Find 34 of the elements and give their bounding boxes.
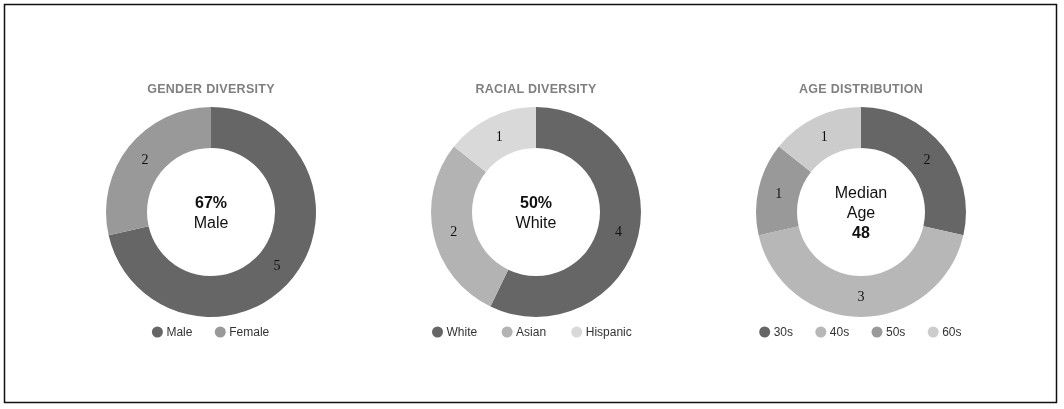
legend-label: Female (229, 325, 270, 340)
data-label: 1 (775, 186, 783, 202)
data-label: 1 (820, 128, 828, 144)
data-label: 3 (857, 289, 865, 305)
data-label: 2 (450, 223, 458, 239)
text: Median Age (834, 183, 888, 221)
legend-label: Hispanic (585, 325, 632, 340)
data-label: 5 (273, 257, 281, 273)
donut-slice (490, 107, 641, 317)
text: 48 (852, 223, 870, 241)
legend-label: 60s (942, 325, 962, 340)
legend-label: Male (166, 325, 193, 340)
donut-slice (431, 146, 509, 307)
legend-label: 30s (773, 325, 794, 340)
text: Male (193, 213, 229, 231)
chart-title: GENDER DIVERSITY (147, 82, 276, 96)
data-label: 1 (495, 128, 503, 144)
donut-slice (108, 107, 316, 317)
donut-slice (778, 107, 861, 173)
text: 67% (194, 193, 228, 211)
data-label: 2 (141, 152, 149, 168)
donut-slice (758, 226, 964, 317)
donut-slice (453, 107, 536, 173)
text: White (515, 213, 557, 231)
legend-label: White (446, 325, 478, 340)
legend-label: 50s (886, 325, 906, 340)
legend-label: 40s (829, 325, 850, 340)
legend-label: Asian (516, 325, 547, 340)
chart-title: AGE DISTRIBUTION (798, 82, 924, 96)
data-label: 4 (614, 223, 622, 239)
donut-slice (756, 146, 811, 236)
text: 50% (519, 193, 553, 211)
data-label: 2 (923, 152, 931, 168)
chart-title: RACIAL DIVERSITY (475, 82, 597, 96)
